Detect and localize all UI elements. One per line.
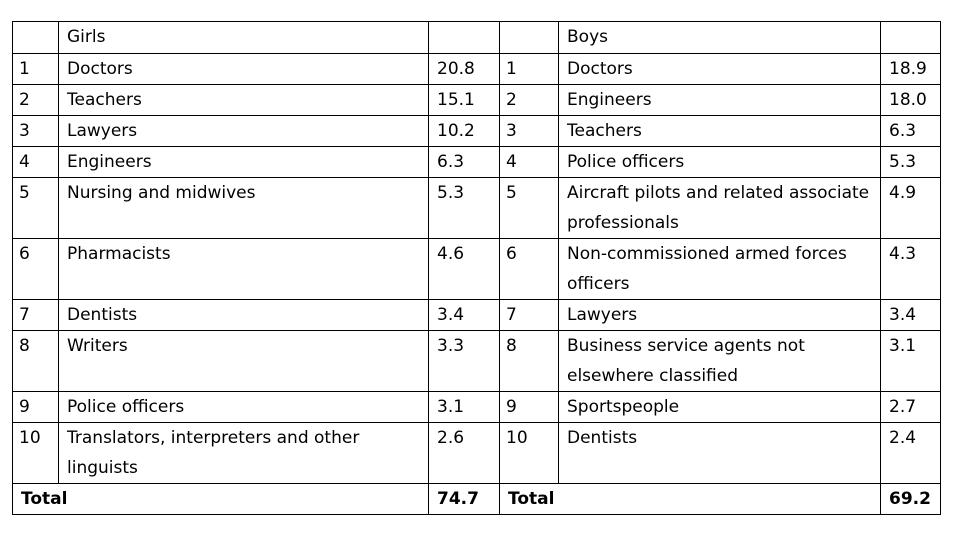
boys-rank: 7 xyxy=(499,299,559,331)
boys-value: 2.4 xyxy=(880,422,941,484)
girls-rank: 4 xyxy=(12,146,59,178)
boys-rank: 1 xyxy=(499,53,559,85)
boys-rank: 5 xyxy=(499,177,559,239)
table-row: 6 Pharmacists 4.6 6 Non-commissioned arm… xyxy=(12,238,941,300)
girls-value: 10.2 xyxy=(428,115,500,147)
girls-rank: 5 xyxy=(12,177,59,239)
boys-value: 5.3 xyxy=(880,146,941,178)
boys-value: 3.1 xyxy=(880,330,941,392)
girls-occupation: Police officers xyxy=(58,391,429,423)
girls-occupation: Writers xyxy=(58,330,429,392)
table-row: 8 Writers 3.3 8 Business service agents … xyxy=(12,330,941,392)
boys-rank: 3 xyxy=(499,115,559,147)
girls-rank: 1 xyxy=(12,53,59,85)
boys-occupation: Lawyers xyxy=(558,299,881,331)
header-value-cell-boys xyxy=(880,21,941,54)
girls-rank: 6 xyxy=(12,238,59,300)
table-row: 1 Doctors 20.8 1 Doctors 18.9 xyxy=(12,53,941,85)
boys-occupation: Sportspeople xyxy=(558,391,881,423)
girls-rank: 8 xyxy=(12,330,59,392)
girls-occupation: Translators, interpreters and other ling… xyxy=(58,422,429,484)
boys-value: 4.9 xyxy=(880,177,941,239)
girls-occupation: Doctors xyxy=(58,53,429,85)
boys-value: 2.7 xyxy=(880,391,941,423)
boys-total-label: Total xyxy=(499,483,881,515)
girls-occupation: Lawyers xyxy=(58,115,429,147)
girls-rank: 10 xyxy=(12,422,59,484)
boys-value: 3.4 xyxy=(880,299,941,331)
boys-rank: 2 xyxy=(499,84,559,116)
table-row: 7 Dentists 3.4 7 Lawyers 3.4 xyxy=(12,299,941,331)
boys-rank: 8 xyxy=(499,330,559,392)
girls-occupation: Pharmacists xyxy=(58,238,429,300)
girls-rank: 3 xyxy=(12,115,59,147)
girls-occupation: Engineers xyxy=(58,146,429,178)
boys-occupation: Doctors xyxy=(558,53,881,85)
girls-value: 15.1 xyxy=(428,84,500,116)
girls-value: 5.3 xyxy=(428,177,500,239)
header-rank-cell-girls xyxy=(12,21,59,54)
girls-occupation: Nursing and midwives xyxy=(58,177,429,239)
boys-occupation: Engineers xyxy=(558,84,881,116)
table-row: 4 Engineers 6.3 4 Police officers 5.3 xyxy=(12,146,941,178)
boys-rank: 6 xyxy=(499,238,559,300)
girls-rank: 7 xyxy=(12,299,59,331)
girls-value: 4.6 xyxy=(428,238,500,300)
girls-rank: 2 xyxy=(12,84,59,116)
boys-occupation: Dentists xyxy=(558,422,881,484)
boys-occupation: Aircraft pilots and related associate pr… xyxy=(558,177,881,239)
header-value-cell-girls xyxy=(428,21,500,54)
boys-value: 18.9 xyxy=(880,53,941,85)
girls-value: 20.8 xyxy=(428,53,500,85)
header-rank-cell-boys xyxy=(499,21,559,54)
header-row: Girls Boys xyxy=(12,21,941,54)
girls-total-label: Total xyxy=(12,483,429,515)
girls-total-value: 74.7 xyxy=(428,483,500,515)
header-girls: Girls xyxy=(58,21,429,54)
girls-value: 3.3 xyxy=(428,330,500,392)
boys-rank: 10 xyxy=(499,422,559,484)
girls-occupation: Teachers xyxy=(58,84,429,116)
total-row: Total 74.7 Total 69.2 xyxy=(12,483,941,515)
boys-occupation: Police officers xyxy=(558,146,881,178)
boys-rank: 4 xyxy=(499,146,559,178)
table-row: 10 Translators, interpreters and other l… xyxy=(12,422,941,484)
boys-rank: 9 xyxy=(499,391,559,423)
boys-occupation: Non-commissioned armed forces officers xyxy=(558,238,881,300)
table-row: 2 Teachers 15.1 2 Engineers 18.0 xyxy=(12,84,941,116)
table-row: 9 Police officers 3.1 9 Sportspeople 2.7 xyxy=(12,391,941,423)
girls-value: 3.4 xyxy=(428,299,500,331)
boys-total-value: 69.2 xyxy=(880,483,941,515)
table-row: 3 Lawyers 10.2 3 Teachers 6.3 xyxy=(12,115,941,147)
career-aspirations-table: Girls Boys 1 Doctors 20.8 1 Doctors 18.9… xyxy=(12,21,941,515)
table-row: 5 Nursing and midwives 5.3 5 Aircraft pi… xyxy=(12,177,941,239)
girls-value: 2.6 xyxy=(428,422,500,484)
boys-occupation: Business service agents not elsewhere cl… xyxy=(558,330,881,392)
girls-rank: 9 xyxy=(12,391,59,423)
boys-occupation: Teachers xyxy=(558,115,881,147)
header-boys: Boys xyxy=(558,21,881,54)
boys-value: 6.3 xyxy=(880,115,941,147)
girls-value: 6.3 xyxy=(428,146,500,178)
boys-value: 18.0 xyxy=(880,84,941,116)
boys-value: 4.3 xyxy=(880,238,941,300)
girls-value: 3.1 xyxy=(428,391,500,423)
girls-occupation: Dentists xyxy=(58,299,429,331)
